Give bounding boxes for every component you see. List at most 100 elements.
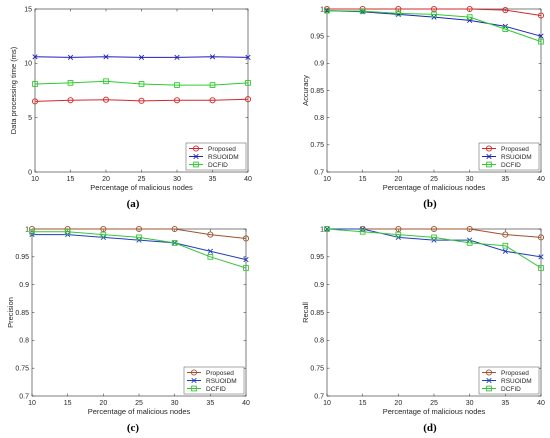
x-tick-label: 25 xyxy=(138,176,146,183)
y-axis-label: Precision xyxy=(6,297,15,328)
x-tick-label: 20 xyxy=(394,176,402,183)
series-dcfid xyxy=(29,228,249,271)
legend-label: RSUOIDM xyxy=(501,154,532,161)
y-tick-label: 0.95 xyxy=(310,254,324,261)
x-tick-label: 40 xyxy=(242,400,250,407)
data-point xyxy=(467,17,473,24)
legend-label: Proposed xyxy=(501,370,529,377)
data-point xyxy=(466,240,473,246)
data-point xyxy=(31,98,39,105)
data-point xyxy=(138,97,145,104)
data-point xyxy=(324,7,330,14)
legend-label: RSUOIDM xyxy=(501,378,532,385)
x-tick-label: 35 xyxy=(501,176,509,183)
data-point xyxy=(538,265,544,271)
y-tick-label: 5 xyxy=(28,115,32,122)
y-tick-label: 0.8 xyxy=(19,338,29,345)
legend-label: DCFID xyxy=(206,386,226,393)
y-tick-label: 0.7 xyxy=(314,169,324,176)
data-point xyxy=(243,256,249,263)
legend-marker xyxy=(486,385,492,392)
legend-label: DCFID xyxy=(501,162,521,169)
data-point xyxy=(244,96,252,103)
data-point xyxy=(174,54,180,60)
data-point xyxy=(242,235,250,242)
data-point xyxy=(100,225,107,233)
y-tick-label: 0 xyxy=(28,169,32,176)
x-tick-label: 20 xyxy=(102,176,110,183)
x-tick-label: 15 xyxy=(64,400,72,407)
x-tick-label: 40 xyxy=(537,400,545,407)
legend-label: RSUOIDM xyxy=(206,378,237,385)
data-point xyxy=(538,33,544,39)
data-point xyxy=(102,96,110,103)
data-point xyxy=(359,228,366,235)
x-tick-label: 15 xyxy=(359,400,367,407)
data-point xyxy=(67,97,74,104)
data-point xyxy=(207,253,214,260)
y-tick-label: 0.85 xyxy=(310,310,324,317)
x-axis-label: Percentage of malicious nodes xyxy=(383,183,486,192)
data-point xyxy=(135,225,143,233)
data-point xyxy=(103,54,109,60)
data-point xyxy=(209,54,216,60)
series-proposed xyxy=(31,96,252,105)
legend-marker xyxy=(193,153,199,160)
data-point xyxy=(537,234,545,241)
data-point xyxy=(395,5,402,13)
x-tick-label: 30 xyxy=(466,176,474,183)
x-tick-label: 40 xyxy=(537,176,545,183)
x-tick-label: 20 xyxy=(394,400,402,407)
x-tick-label: 10 xyxy=(323,176,331,183)
data-point xyxy=(103,78,109,85)
y-tick-label: 15 xyxy=(24,6,32,13)
legend-marker xyxy=(192,145,200,152)
series-dcfid xyxy=(324,7,544,45)
y-tick-label: 10 xyxy=(24,61,32,68)
chart-panel-b: 10 15 20 25 30 35 40 0.7 0.75 0.8 0.85 0.9 0.95 1 Perc… xyxy=(301,5,545,210)
data-point xyxy=(466,14,473,21)
x-tick-label: 10 xyxy=(31,176,39,183)
data-point xyxy=(502,7,509,14)
y-tick-label: 0.85 xyxy=(15,310,29,317)
legend-label: DCFID xyxy=(501,386,521,393)
data-point xyxy=(171,240,178,246)
x-axis-label: Percentage of malicious nodes xyxy=(88,407,191,416)
data-point xyxy=(209,97,216,104)
legend-marker xyxy=(486,161,492,168)
legend-marker xyxy=(485,369,493,376)
data-point xyxy=(67,54,74,60)
data-point xyxy=(136,234,142,241)
data-point xyxy=(430,225,438,233)
data-point xyxy=(171,225,178,233)
x-tick-label: 25 xyxy=(430,176,438,183)
x-tick-label: 35 xyxy=(206,400,214,407)
data-point xyxy=(466,225,473,233)
y-tick-label: 1 xyxy=(320,6,324,13)
legend-marker xyxy=(191,377,197,384)
chart-panel-c: 10 15 20 25 30 35 40 0.7 0.75 0.8 0.85 0.9 0.95 1 Perc… xyxy=(6,225,250,434)
legend-label: Proposed xyxy=(208,146,236,153)
data-point xyxy=(502,231,509,238)
data-point xyxy=(537,12,545,19)
x-tick-label: 10 xyxy=(28,400,36,407)
chart-panel-a: 10 15 20 25 30 35 40 0 5 10 15 Percentage of malici… xyxy=(9,6,252,210)
panel-caption: (a) xyxy=(127,198,140,210)
x-tick-label: 35 xyxy=(209,176,217,183)
data-point xyxy=(138,54,145,60)
legend-marker xyxy=(191,385,197,392)
legend-label: Proposed xyxy=(206,370,234,377)
legend-label: DCFID xyxy=(208,162,228,169)
panel-caption: (b) xyxy=(423,198,437,210)
y-axis-label: Data processing time (ms) xyxy=(9,46,18,134)
x-tick-label: 25 xyxy=(430,400,438,407)
y-tick-label: 1 xyxy=(25,226,29,233)
legend-marker xyxy=(193,161,199,168)
y-tick-label: 0.7 xyxy=(314,393,324,400)
y-tick-label: 0.75 xyxy=(310,366,324,373)
data-point xyxy=(431,234,437,241)
